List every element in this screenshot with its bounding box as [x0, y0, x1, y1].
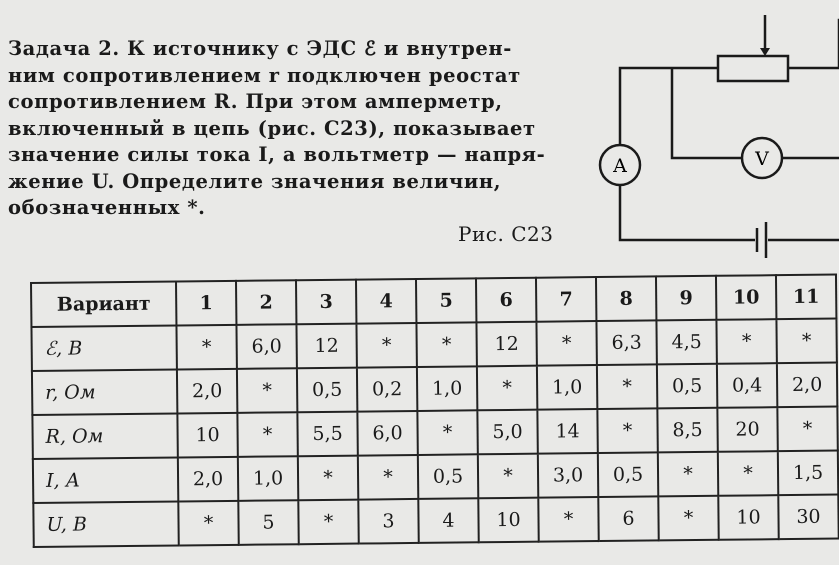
table-cell: 10	[715, 275, 777, 320]
table-cell: *	[178, 500, 239, 546]
table-cell: 6,0	[357, 410, 418, 456]
table-cell: *	[298, 499, 359, 545]
table-cell: *	[536, 321, 597, 366]
table-cell: 1,0	[416, 366, 478, 411]
task-line: сопротивлением R. При этом амперметр,	[8, 90, 503, 113]
slider-arrow-icon	[760, 48, 770, 56]
table-cell: 10	[718, 495, 779, 540]
table-cell: *	[658, 495, 719, 541]
table-cell: 8	[595, 276, 657, 322]
table-cell: 12	[476, 321, 537, 367]
table-cell: 2,0	[776, 362, 838, 408]
table-cell: 6,3	[596, 320, 657, 366]
table-cell: 5,5	[297, 411, 358, 457]
task-line: включенный в цепь (рис. С23), показывает	[8, 116, 536, 140]
row-header: U, В	[33, 501, 179, 547]
table-cell: 9	[655, 275, 717, 321]
table-cell: 4	[418, 498, 479, 543]
table-cell: 10	[177, 412, 238, 458]
wire-voltmeter-branch	[670, 68, 742, 160]
task-line: ним сопротивлением r подключен реостат	[8, 63, 521, 87]
row-header: Вариант	[31, 281, 177, 327]
figure-caption: Рис. С23	[458, 222, 554, 246]
table-cell: 0,2	[356, 366, 418, 412]
table-cell: 2	[235, 280, 297, 325]
ammeter-icon	[598, 143, 642, 187]
task-line: значение силы тока I, а вольтметр — напр…	[8, 143, 546, 166]
table-cell: 6	[598, 496, 659, 542]
task-line: обозначенных *.	[8, 196, 206, 219]
wire-outer	[788, 18, 839, 70]
rheostat-icon	[716, 54, 790, 83]
table-cell: *	[416, 322, 477, 367]
table-cell: *	[716, 319, 777, 364]
row-header: R, Ом	[32, 413, 178, 459]
table-row: U, В * 5 * 3 4 10 * 6 * 10 30	[33, 494, 839, 547]
table-cell: 1,0	[237, 456, 299, 501]
table-cell: *	[776, 318, 837, 364]
table-cell: 10	[478, 497, 539, 543]
ammeter-label: A	[612, 155, 627, 177]
table-cell: *	[596, 364, 658, 410]
table-cell: 14	[537, 409, 598, 454]
table-cell: 12	[296, 323, 357, 369]
table-cell: 3	[295, 279, 357, 325]
table-cell: 4	[355, 278, 417, 324]
table-cell: 8,5	[657, 407, 718, 453]
table-cell: 30	[778, 494, 839, 540]
row-header: ℰ, В	[31, 325, 177, 371]
table-cell: *	[297, 455, 359, 501]
voltmeter-icon	[740, 136, 784, 180]
table-cell: *	[657, 451, 719, 497]
table-cell: *	[176, 324, 237, 370]
table-cell: 6	[475, 277, 537, 323]
table-cell: 5	[238, 500, 299, 545]
row-header: r, Ом	[31, 369, 178, 415]
table-cell: *	[538, 497, 599, 542]
task-line: Задача 2. К источнику с ЭДС ℰ и внутрен-	[8, 37, 512, 60]
table-cell: 1,5	[777, 450, 839, 496]
table-cell: 11	[775, 274, 837, 320]
table-cell: 7	[535, 277, 597, 322]
wire-left-bottom	[618, 185, 755, 242]
table-cell: *	[356, 322, 417, 368]
wire-top-left	[618, 66, 718, 145]
table-cell: *	[236, 368, 298, 413]
table-cell: *	[417, 410, 478, 455]
table-cell: 4,5	[656, 319, 717, 365]
table-cell: *	[357, 454, 419, 500]
table-cell: 0,4	[716, 363, 778, 408]
table-cell: 3	[358, 498, 419, 544]
table-cell: 2,0	[177, 456, 239, 502]
table-cell: *	[476, 365, 538, 411]
table-cell: *	[597, 408, 658, 454]
variants-table: Вариант 1 2 3 4 5 6 7 8 9 10 11 ℰ, В * 6,0 12 * * 12 * 6,3 4,…	[30, 274, 839, 548]
table-cell: 20	[717, 407, 778, 452]
table-cell: 0,5	[417, 454, 479, 499]
task-text: Задача 2. К источнику с ЭДС ℰ и внутрен-…	[8, 36, 588, 222]
task-line: жение U. Определите значения величин,	[8, 169, 502, 193]
table-cell: 3,0	[537, 453, 599, 498]
table-cell: *	[237, 412, 298, 457]
table-cell: 5,0	[477, 409, 538, 455]
table-cell: 0,5	[296, 367, 358, 413]
row-header: I, А	[32, 457, 179, 503]
table-cell: 0,5	[656, 363, 718, 409]
voltmeter-label: V	[754, 148, 769, 170]
table-cell: 1,0	[536, 365, 598, 410]
table-cell: *	[477, 453, 539, 499]
table-cell: 0,5	[597, 452, 659, 498]
table-cell: 5	[415, 278, 477, 323]
table-cell: *	[717, 451, 779, 496]
table-cell: 1	[176, 280, 237, 326]
table-cell: *	[777, 406, 838, 452]
table-cell: 2,0	[176, 368, 238, 414]
table-cell: 6,0	[236, 324, 297, 369]
